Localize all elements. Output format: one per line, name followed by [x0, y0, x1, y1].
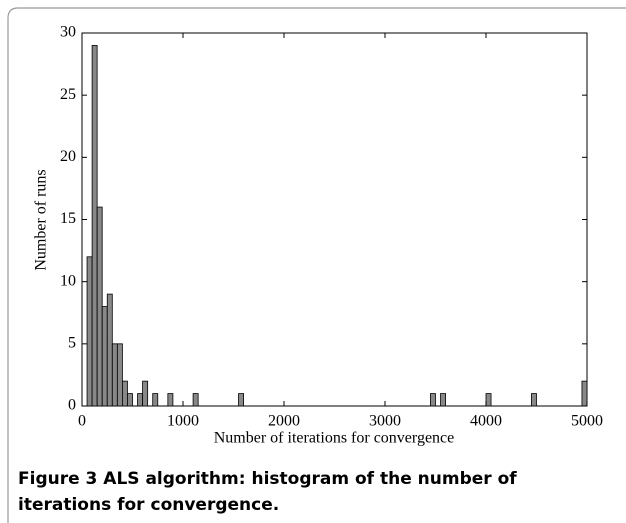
bar [238, 393, 245, 407]
x-tick-label: 5000 [571, 413, 603, 430]
bar [581, 380, 588, 407]
y-tick-label: 0 [68, 397, 76, 414]
y-tick-label: 20 [60, 148, 76, 165]
plot-box [81, 32, 588, 407]
bar [430, 393, 436, 407]
bar [127, 393, 133, 407]
y-tick-label: 25 [60, 86, 76, 103]
x-tick-label: 0 [78, 413, 86, 430]
bar [91, 45, 98, 407]
bar [531, 393, 537, 407]
bar [116, 343, 123, 407]
bar [440, 393, 446, 407]
bar [122, 380, 128, 407]
bar [111, 343, 118, 407]
y-tick-label: 5 [68, 335, 76, 352]
bar [192, 393, 199, 407]
bar [152, 393, 159, 407]
caption-label: Figure 3 [18, 469, 98, 489]
bar [106, 293, 113, 407]
bar [142, 380, 149, 407]
bar [86, 256, 93, 407]
caption: Figure 3 ALS algorithm: histogram of the… [18, 466, 608, 518]
y-tick-label: 30 [60, 24, 76, 41]
y-tick-label: 15 [60, 210, 76, 227]
x-tick-label: 2000 [268, 413, 300, 430]
x-tick-label: 1000 [167, 413, 199, 430]
caption-text: ALS algorithm: histogram of the number o… [18, 469, 517, 515]
bar [485, 393, 492, 407]
y-tick-label: 10 [60, 272, 76, 289]
x-axis-label: Number of iterations for convergence [214, 430, 455, 447]
bar [101, 306, 108, 407]
bar [167, 393, 174, 407]
x-tick-label: 4000 [470, 413, 502, 430]
bar [96, 206, 103, 407]
frame [7, 7, 626, 523]
bar [137, 393, 144, 407]
x-tick-label: 3000 [369, 413, 401, 430]
y-axis-label: Number of runs [33, 169, 50, 270]
